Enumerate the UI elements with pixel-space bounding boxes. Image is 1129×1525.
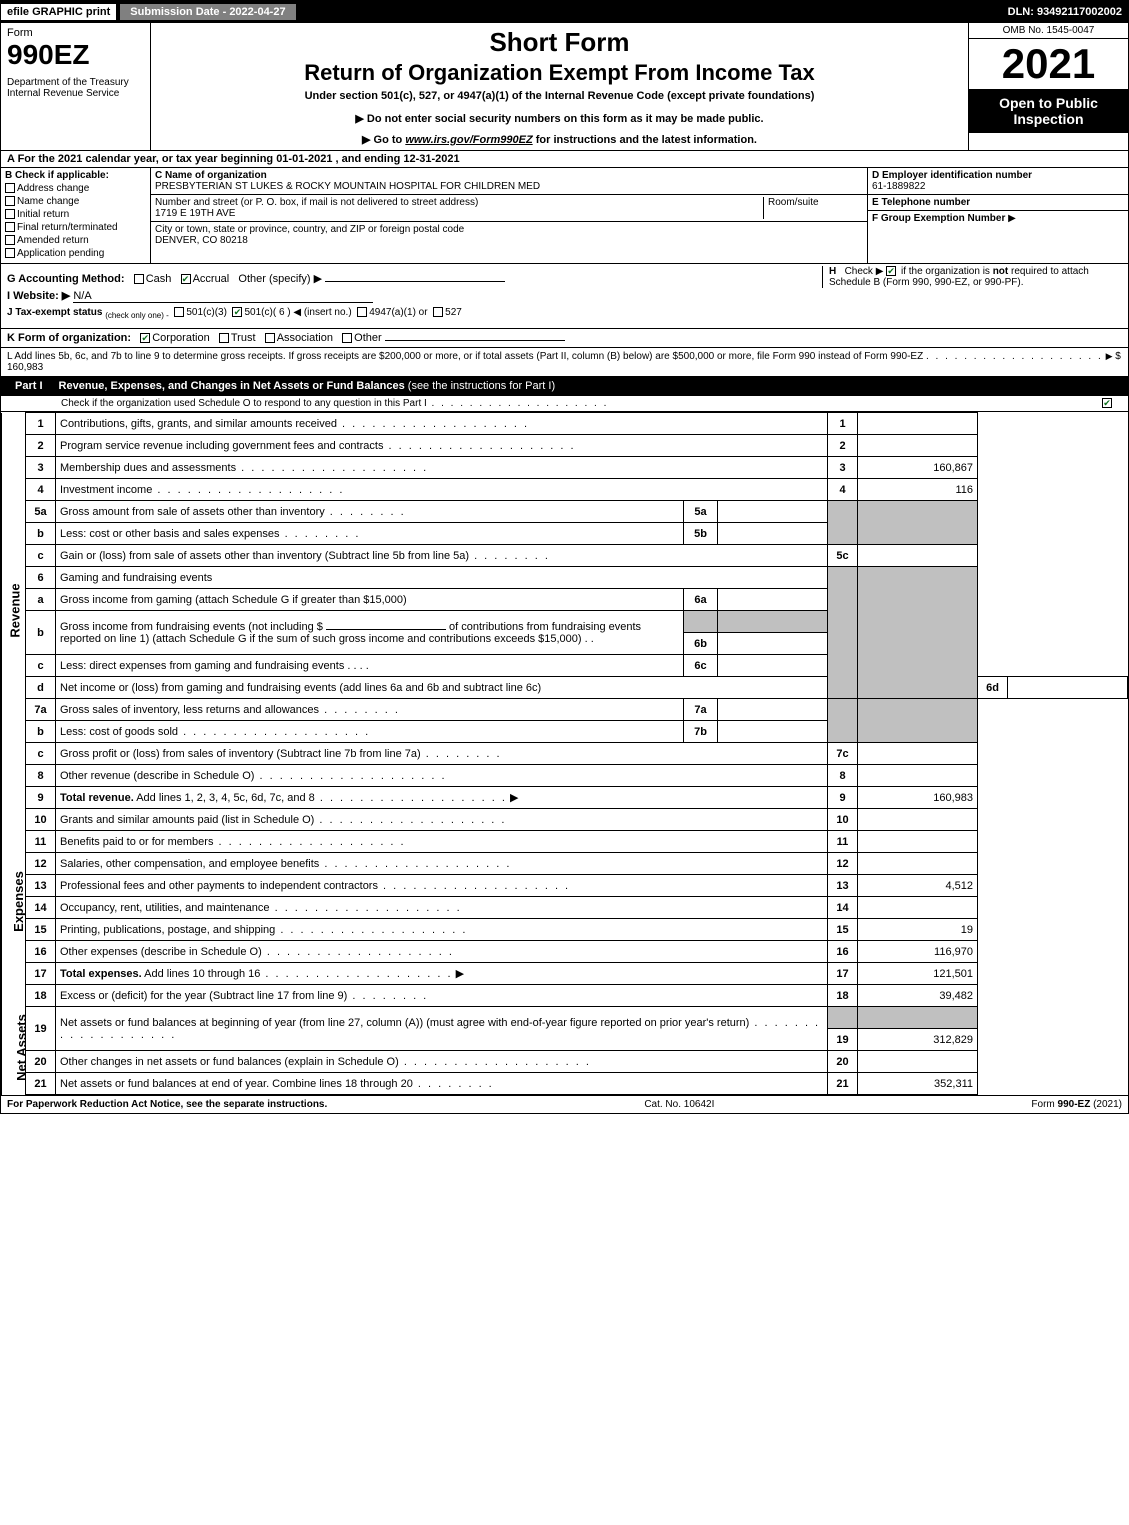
b-application-pending[interactable]: Application pending xyxy=(5,248,146,259)
k-trust-cb[interactable] xyxy=(219,333,229,343)
l-arrow-icon xyxy=(1106,351,1113,362)
b-name-change[interactable]: Name change xyxy=(5,196,146,207)
b-address-change[interactable]: Address change xyxy=(5,183,146,194)
g-cash-cb[interactable] xyxy=(134,274,144,284)
f-label: F Group Exemption Number xyxy=(872,213,1005,224)
b-final-return[interactable]: Final return/terminated xyxy=(5,222,146,233)
h-check: Check ▶ xyxy=(845,266,884,277)
section-b: B Check if applicable: Address change Na… xyxy=(1,168,151,263)
form-header: Form 990EZ Department of the Treasury In… xyxy=(1,23,1128,151)
h-not: not xyxy=(993,266,1009,277)
l-dots xyxy=(926,351,1103,362)
g-other: Other (specify) ▶ xyxy=(238,273,322,285)
h-txt2: if the organization is xyxy=(901,266,993,277)
under-section: Under section 501(c), 527, or 4947(a)(1)… xyxy=(159,90,960,102)
g-other-line[interactable] xyxy=(325,281,505,282)
f-arrow: ▶ xyxy=(1008,213,1016,224)
c-label: C Name of organization xyxy=(155,170,863,181)
expenses-sidebar: Expenses xyxy=(2,809,26,985)
form-meta-block: OMB No. 1545-0047 2021 Open to Public In… xyxy=(968,23,1128,150)
part1-num: Part I xyxy=(7,379,51,393)
j-527-cb[interactable] xyxy=(433,307,443,317)
line-j: J Tax-exempt status (check only one) - 5… xyxy=(7,307,1122,320)
revenue-sidebar: Revenue xyxy=(2,413,26,787)
h-label: H xyxy=(829,266,836,277)
g-accrual-cb[interactable] xyxy=(181,274,191,284)
h-checkbox[interactable] xyxy=(886,266,896,276)
k-label: K Form of organization: xyxy=(7,332,131,344)
tax-year: 2021 xyxy=(969,39,1128,89)
part1-scho-cb[interactable] xyxy=(1102,398,1112,408)
form-title-block: Short Form Return of Organization Exempt… xyxy=(151,23,968,150)
b-heading: B Check if applicable: xyxy=(5,170,146,181)
k-assoc-cb[interactable] xyxy=(265,333,275,343)
b-amended-return[interactable]: Amended return xyxy=(5,235,146,246)
org-name: PRESBYTERIAN ST LUKES & ROCKY MOUNTAIN H… xyxy=(155,181,863,192)
part1-table: Revenue 1 Contributions, gifts, grants, … xyxy=(1,412,1128,1095)
goto-pre: ▶ Go to xyxy=(362,134,405,146)
form-990ez-page: efile GRAPHIC print Submission Date - 20… xyxy=(0,0,1129,1114)
b-initial-return[interactable]: Initial return xyxy=(5,209,146,220)
e-label: E Telephone number xyxy=(872,197,1124,208)
efile-print: efile GRAPHIC print xyxy=(1,4,116,20)
city-state-zip: DENVER, CO 80218 xyxy=(155,235,863,246)
goto-link[interactable]: www.irs.gov/Form990EZ xyxy=(405,134,532,146)
section-c: C Name of organization PRESBYTERIAN ST L… xyxy=(151,168,868,263)
j-sub: (check only one) - xyxy=(105,311,169,320)
part1-header: Part I Revenue, Expenses, and Changes in… xyxy=(1,377,1128,396)
form-number: 990EZ xyxy=(7,39,144,71)
room-label: Room/suite xyxy=(768,197,819,208)
form-ref: Form 990-EZ (2021) xyxy=(1031,1099,1122,1110)
j-501c-cb[interactable] xyxy=(232,307,242,317)
city-label: City or town, state or province, country… xyxy=(155,224,863,235)
line-k: K Form of organization: Corporation Trus… xyxy=(1,329,1128,348)
website-value: N/A xyxy=(73,290,373,303)
j-label: J Tax-exempt status xyxy=(7,307,102,318)
room-suite: Room/suite xyxy=(763,197,863,219)
submission-date: Submission Date - 2022-04-27 xyxy=(120,4,295,20)
omb-number: OMB No. 1545-0047 xyxy=(969,23,1128,39)
6b-blank[interactable] xyxy=(326,629,446,630)
ssn-warning: ▶ Do not enter social security numbers o… xyxy=(159,112,960,125)
form-word: Form xyxy=(7,27,144,39)
section-d-e-f: D Employer identification number 61-1889… xyxy=(868,168,1128,263)
section-b-to-f: B Check if applicable: Address change Na… xyxy=(1,168,1128,264)
d-label: D Employer identification number xyxy=(872,170,1124,181)
street-address: 1719 E 19TH AVE xyxy=(155,208,763,219)
section-g-h-i-j: H Check ▶ if the organization is not req… xyxy=(1,264,1128,329)
g-label: G Accounting Method: xyxy=(7,273,125,285)
line-l: L Add lines 5b, 6c, and 7b to line 9 to … xyxy=(1,348,1128,377)
department: Department of the Treasury Internal Reve… xyxy=(7,77,144,99)
i-label: I Website: ▶ xyxy=(7,290,70,302)
k-other-cb[interactable] xyxy=(342,333,352,343)
line-i: I Website: ▶ N/A xyxy=(7,289,1122,303)
part1-title: Revenue, Expenses, and Changes in Net As… xyxy=(59,380,556,392)
cat-no: Cat. No. 10642I xyxy=(644,1099,714,1110)
open-to-public: Open to Public Inspection xyxy=(969,89,1128,133)
goto-post: for instructions and the latest informat… xyxy=(533,134,757,146)
j-4947-cb[interactable] xyxy=(357,307,367,317)
ein: 61-1889822 xyxy=(872,181,1124,192)
line-a: A For the 2021 calendar year, or tax yea… xyxy=(1,151,1128,168)
addr-label: Number and street (or P. O. box, if mail… xyxy=(155,197,763,208)
l-text: L Add lines 5b, 6c, and 7b to line 9 to … xyxy=(7,351,923,362)
form-id-block: Form 990EZ Department of the Treasury In… xyxy=(1,23,151,150)
goto-line: ▶ Go to www.irs.gov/Form990EZ for instru… xyxy=(159,133,960,146)
netassets-sidebar: Net Assets xyxy=(2,985,26,1095)
page-footer: For Paperwork Reduction Act Notice, see … xyxy=(1,1095,1128,1113)
k-other-line[interactable] xyxy=(385,340,565,341)
paperwork-notice: For Paperwork Reduction Act Notice, see … xyxy=(7,1099,327,1110)
return-title: Return of Organization Exempt From Incom… xyxy=(159,60,960,86)
k-corp-cb[interactable] xyxy=(140,333,150,343)
top-bar: efile GRAPHIC print Submission Date - 20… xyxy=(1,1,1128,23)
j-501c3-cb[interactable] xyxy=(174,307,184,317)
section-h: H Check ▶ if the organization is not req… xyxy=(822,266,1122,288)
part1-sub: Check if the organization used Schedule … xyxy=(1,396,1128,412)
dln: DLN: 93492117002002 xyxy=(1008,6,1128,18)
short-form-title: Short Form xyxy=(159,27,960,58)
